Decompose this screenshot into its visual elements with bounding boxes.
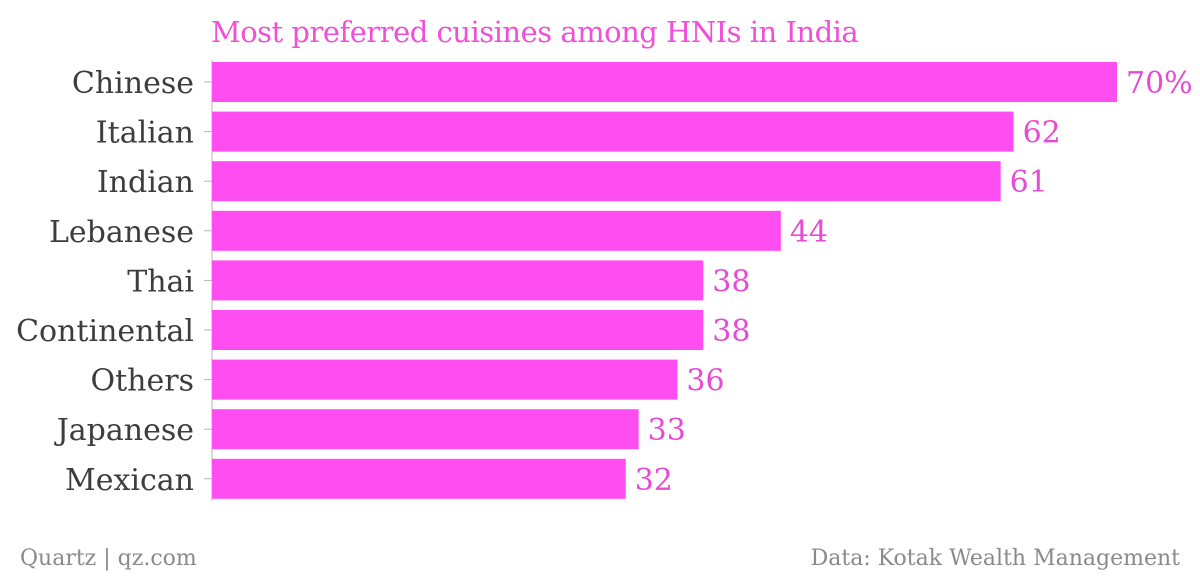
category-label: Others bbox=[91, 364, 194, 399]
bar-thai bbox=[212, 260, 704, 301]
category-label: Continental bbox=[16, 314, 194, 349]
value-label: 36 bbox=[686, 364, 724, 399]
bar-japanese bbox=[212, 409, 639, 450]
value-label: 70% bbox=[1126, 66, 1193, 101]
bar-italian bbox=[212, 111, 1014, 152]
value-label: 38 bbox=[712, 264, 750, 299]
category-label: Indian bbox=[97, 165, 194, 200]
footer-source-left: Quartz | qz.com bbox=[20, 546, 197, 571]
bars-layer bbox=[212, 62, 1117, 499]
bar-indian bbox=[212, 161, 1001, 202]
value-label: 38 bbox=[712, 314, 750, 349]
axis-layer bbox=[204, 60, 213, 501]
category-label: Lebanese bbox=[49, 215, 194, 250]
value-label: 33 bbox=[648, 413, 686, 448]
labels-layer: Chinese 70% Italian 62 Indian 61 Lebanese 44 Tha… bbox=[16, 66, 1193, 498]
bar-chinese bbox=[212, 62, 1117, 102]
category-label: Japanese bbox=[54, 413, 194, 448]
value-label: 61 bbox=[1010, 165, 1048, 200]
category-label: Thai bbox=[127, 264, 194, 299]
value-label: 44 bbox=[790, 215, 828, 250]
bar-mexican bbox=[212, 458, 626, 499]
bar-others bbox=[212, 359, 678, 400]
footer-source-right: Data: Kotak Wealth Management bbox=[810, 546, 1180, 571]
bar-continental bbox=[212, 310, 704, 350]
category-label: Chinese bbox=[72, 66, 194, 101]
chart-title: Most preferred cuisines among HNIs in In… bbox=[211, 15, 859, 49]
category-label: Italian bbox=[96, 116, 194, 151]
value-label: 62 bbox=[1023, 116, 1061, 151]
bar-lebanese bbox=[212, 210, 781, 251]
value-label: 32 bbox=[635, 463, 673, 498]
category-label: Mexican bbox=[65, 463, 194, 498]
